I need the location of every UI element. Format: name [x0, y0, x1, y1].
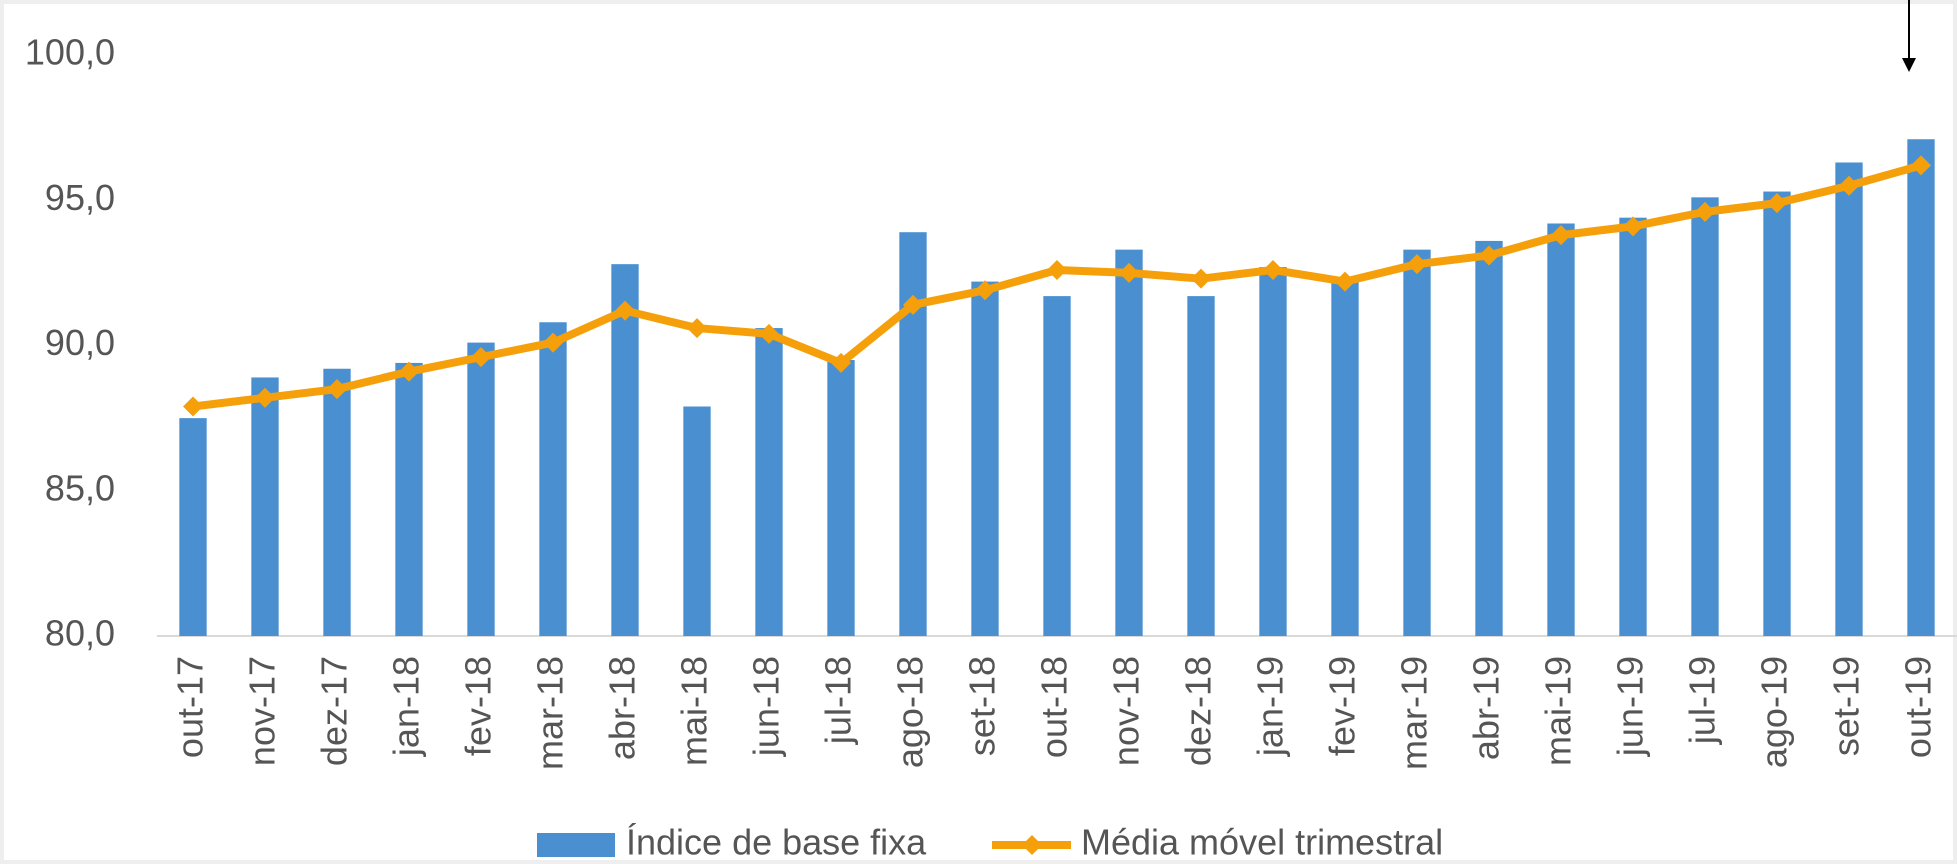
bar — [755, 328, 783, 636]
marker — [1839, 175, 1859, 196]
marker — [1335, 271, 1355, 292]
bar — [1187, 296, 1215, 636]
marker — [1263, 259, 1283, 280]
x-tick-label: fev-18 — [458, 656, 499, 756]
marker — [1119, 262, 1139, 283]
legend-label: Índice de base fixa — [626, 822, 927, 863]
y-tick-label: 90,0 — [45, 322, 115, 363]
y-tick-label: 80,0 — [45, 613, 115, 654]
bar — [1547, 223, 1575, 637]
marker — [1623, 216, 1643, 237]
x-tick-label: set-19 — [1826, 656, 1867, 756]
bar — [1115, 249, 1143, 636]
bar — [1835, 162, 1863, 637]
x-tick-label: abr-19 — [1466, 656, 1507, 760]
arrow-head — [1902, 58, 1916, 72]
bar — [1619, 217, 1647, 636]
x-tick-label: abr-18 — [602, 656, 643, 760]
marker — [759, 323, 779, 344]
x-tick-label: dez-18 — [1178, 656, 1219, 766]
x-tick-label: mai-19 — [1538, 656, 1579, 766]
marker — [399, 361, 419, 382]
legend-swatch — [537, 833, 615, 857]
x-tick-label: nov-18 — [1106, 656, 1147, 766]
bar — [323, 368, 351, 636]
bar — [683, 406, 711, 636]
y-tick-label: 100,0 — [25, 32, 115, 73]
bar — [1475, 240, 1503, 637]
marker — [471, 347, 491, 368]
y-tick-label: 85,0 — [45, 467, 115, 508]
marker — [1911, 155, 1931, 176]
bar — [1259, 267, 1287, 636]
x-tick-label: mar-18 — [530, 656, 571, 770]
marker — [903, 294, 923, 315]
bar — [1907, 139, 1935, 636]
bar — [539, 322, 567, 636]
marker — [1551, 225, 1571, 246]
x-tick-label: jul-18 — [818, 656, 859, 745]
marker — [543, 332, 563, 353]
bar — [899, 232, 927, 636]
x-tick-label: out-17 — [170, 656, 211, 758]
marker — [831, 352, 851, 373]
x-tick-label: set-18 — [962, 656, 1003, 756]
marker — [1767, 193, 1787, 214]
x-tick-label: jan-18 — [386, 656, 427, 757]
legend-label: Média móvel trimestral — [1081, 822, 1443, 863]
bar — [1331, 281, 1359, 636]
bar — [611, 264, 639, 636]
x-tick-label: nov-17 — [242, 656, 283, 766]
marker — [1191, 268, 1211, 289]
y-tick-label: 95,0 — [45, 177, 115, 218]
x-tick-label: jan-19 — [1250, 656, 1291, 757]
bar — [395, 362, 423, 636]
bar — [971, 281, 999, 636]
bar — [467, 342, 495, 636]
x-tick-label: jul-19 — [1682, 656, 1723, 745]
bar — [1403, 249, 1431, 636]
x-tick-label: mar-19 — [1394, 656, 1435, 770]
marker — [183, 396, 203, 417]
x-tick-label: mai-18 — [674, 656, 715, 766]
x-tick-label: jun-18 — [746, 656, 787, 757]
bar — [251, 377, 279, 636]
legend-marker — [1022, 835, 1042, 855]
marker — [1479, 245, 1499, 266]
x-tick-label: dez-17 — [314, 656, 355, 766]
marker — [1407, 254, 1427, 275]
marker — [1695, 201, 1715, 222]
bar — [1043, 296, 1071, 636]
x-tick-label: out-18 — [1034, 656, 1075, 758]
bar — [1763, 191, 1791, 636]
x-tick-label: jun-19 — [1610, 656, 1651, 757]
marker — [1047, 259, 1067, 280]
bar — [1691, 197, 1719, 636]
marker — [615, 300, 635, 321]
marker — [255, 387, 275, 408]
marker — [327, 379, 347, 400]
x-tick-label: ago-19 — [1754, 656, 1795, 768]
x-tick-label: fev-19 — [1322, 656, 1363, 756]
marker — [975, 280, 995, 301]
bar — [179, 418, 207, 636]
marker — [687, 318, 707, 339]
bar — [827, 360, 855, 636]
x-tick-label: ago-18 — [890, 656, 931, 768]
x-tick-label: out-19 — [1898, 656, 1939, 758]
